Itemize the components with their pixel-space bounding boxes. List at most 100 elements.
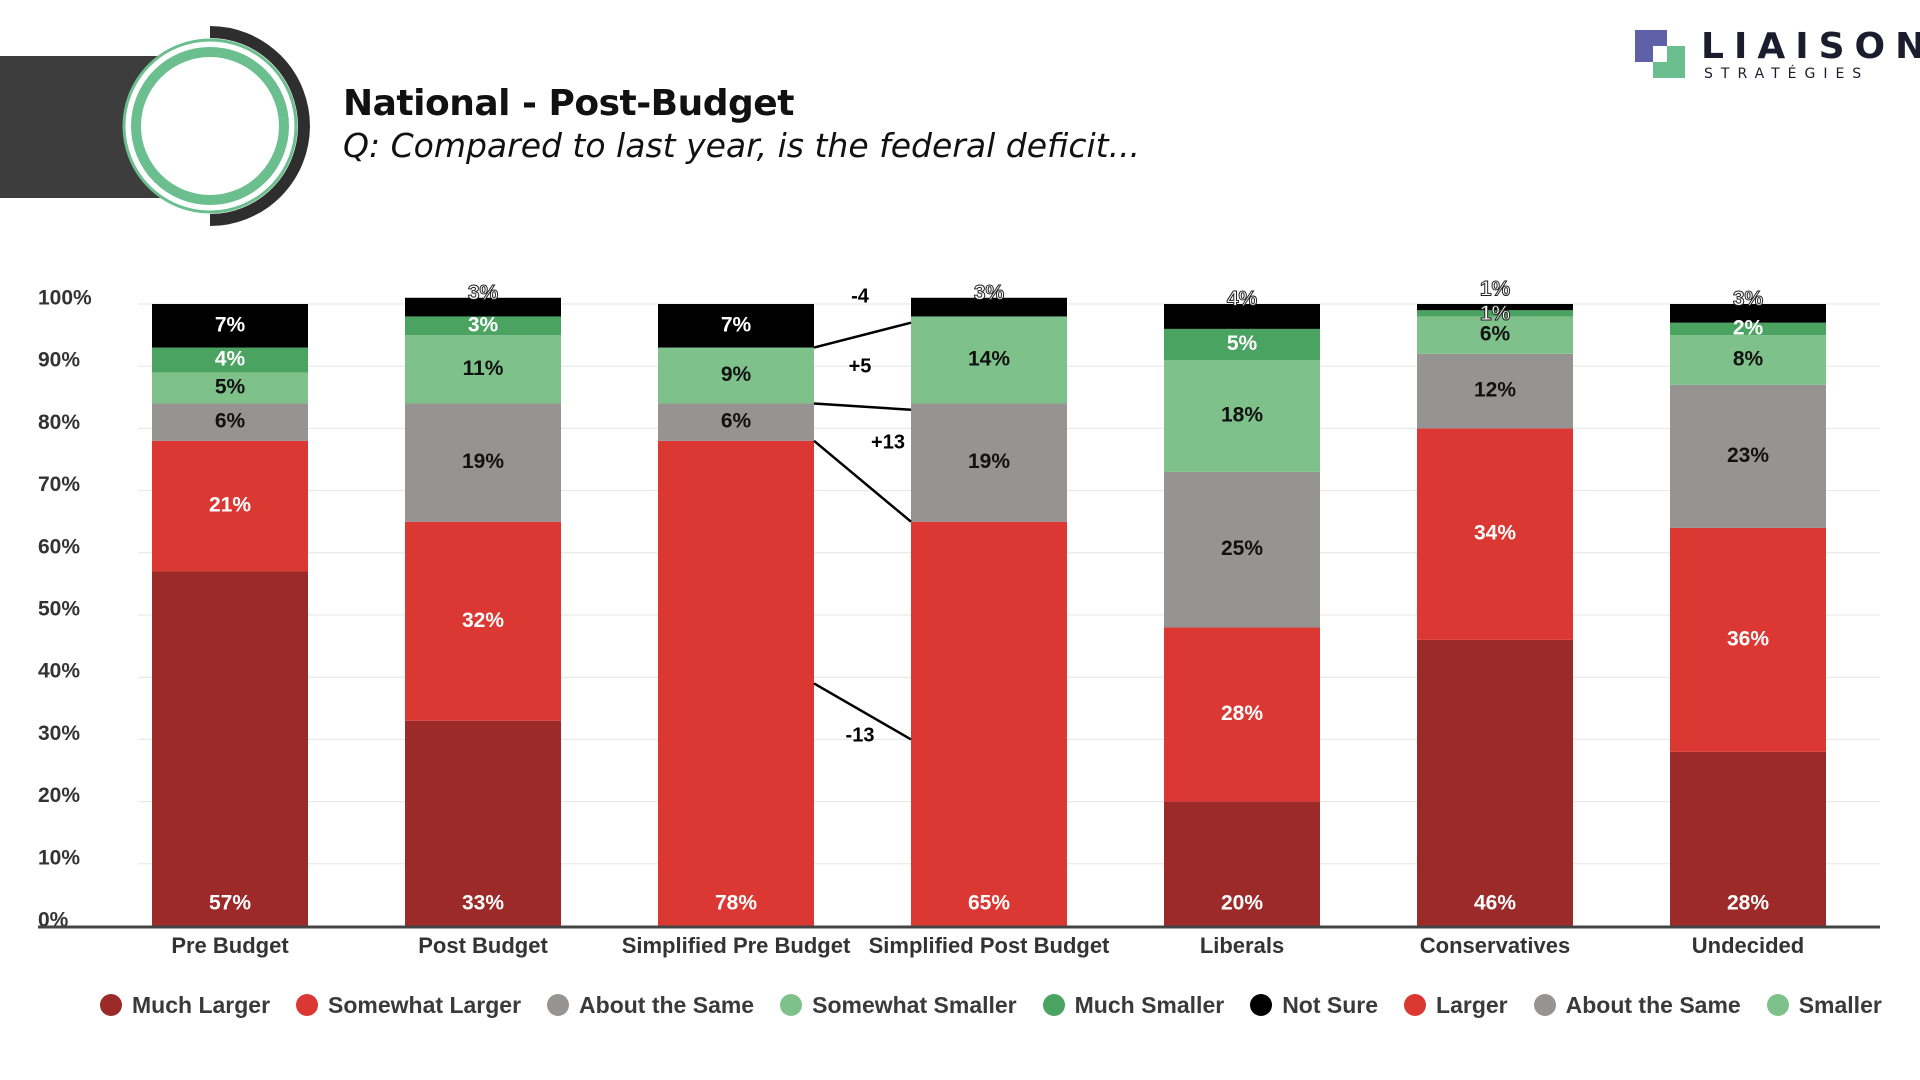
data-label: 20% [1221,892,1263,915]
data-label: 11% [463,357,504,380]
legend-item: Much Smaller [1042,991,1225,1019]
x-tick-label: Simplified Pre Budget [622,933,851,958]
legend-swatch [100,994,122,1016]
data-label: 32% [462,609,504,632]
bar-segment [658,347,814,404]
page-title: National - Post-Budget [343,83,794,124]
data-label: 1% [1480,302,1511,325]
data-label: 6% [215,410,246,433]
bar-segment [152,440,308,572]
bar-segment [1417,428,1573,640]
change-connector [813,439,912,523]
bar-segment [152,372,308,404]
chart-legend: Much Larger Somewhat Larger About the Same… [100,990,1908,1020]
data-label: 23% [1727,444,1769,467]
bar-segment [1417,353,1573,429]
data-label: 14% [968,348,1010,371]
legend-label: Larger [1436,991,1508,1018]
y-tick-label: 60% [38,535,80,558]
liaison-logo: LIAISON STRATÉGIES [1635,26,1920,86]
legend-item: Not Sure [1250,992,1378,1019]
bar-segment [1164,359,1320,472]
y-tick-label: 90% [38,349,80,372]
bar-segment [1670,751,1826,926]
data-label: 34% [1474,522,1516,545]
data-label: 3% [1733,288,1764,311]
y-tick-label: 50% [38,598,80,621]
logo-wordmark: LIAISON [1701,26,1920,67]
data-label: 57% [209,892,251,915]
bar-segment [1670,384,1826,528]
legend-swatch [780,994,803,1016]
legend-label: Not Sure [1282,991,1379,1018]
bar-segment [1164,471,1320,628]
legend-swatch [1404,994,1427,1016]
x-tick-label: Liberals [1200,933,1284,958]
legend-label: Much Smaller [1074,991,1225,1018]
data-label: 33% [462,892,504,915]
legend-swatch [1250,994,1273,1016]
bar-segment [1670,527,1826,752]
x-tick-label: Undecided [1692,933,1804,958]
legend-swatch [296,994,319,1016]
legend-swatch [1042,994,1065,1016]
data-label: 2% [1733,316,1764,339]
logo-square-cutout [1653,46,1667,62]
data-label: 4% [215,348,246,371]
legend-item: About the Same [547,992,754,1019]
data-label: 5% [1227,332,1258,355]
data-label: 3% [974,281,1005,304]
bar-segment [658,304,814,348]
legend-label: Somewhat Smaller [812,991,1017,1018]
data-label: 6% [1480,323,1511,346]
data-label: 3% [468,313,499,336]
bar-segment [405,521,561,721]
bar-segment [1670,322,1826,336]
bar-segment [911,297,1067,317]
bar-segment [1670,335,1826,385]
bar-segment [1417,310,1573,317]
legend-swatch [1533,994,1556,1016]
legend-item: Much Larger [100,992,270,1019]
data-label: 6% [721,410,752,433]
bar-segment [152,403,308,441]
bar-segment [1164,328,1320,360]
y-tick-label: 40% [38,660,80,683]
x-tick-label: Simplified Post Budget [869,933,1110,958]
change-connector [813,402,912,411]
legend-label: About the Same [1565,991,1741,1018]
y-tick-label: 10% [38,846,80,869]
data-label: 19% [462,450,504,473]
data-label: 46% [1474,892,1516,915]
y-tick-label: 100% [38,287,92,310]
data-label: 5% [215,376,246,399]
data-label: 19% [968,450,1010,473]
legend-label: Somewhat Larger [328,991,522,1018]
data-label: 28% [1221,702,1263,725]
legend-item: Smaller [1766,991,1882,1019]
bar-segment [658,440,814,926]
data-label: 78% [715,892,757,915]
y-tick-label: 70% [38,473,80,496]
change-connector [813,682,912,741]
legend-item: About the Same [1533,991,1741,1019]
bar-segment [405,297,561,317]
bar-segment [152,304,308,348]
bar-segment [1417,304,1573,311]
legend-item: Somewhat Larger [296,992,521,1019]
page-subtitle: Q: Compared to last year, is the federal… [343,126,1141,165]
data-label: 36% [1727,627,1769,650]
legend-label: About the Same [579,991,755,1018]
ring-logo-icon [122,26,310,226]
bar-segment [1164,627,1320,802]
change-connector [813,321,912,349]
data-label: 12% [1474,379,1516,402]
data-label: 28% [1727,892,1769,915]
bar-segment [658,403,814,441]
data-label: 7% [721,313,752,336]
data-label: 7% [215,313,246,336]
bar-segment [1670,304,1826,323]
legend-label: Smaller [1798,991,1882,1018]
data-label: 3% [468,281,499,304]
